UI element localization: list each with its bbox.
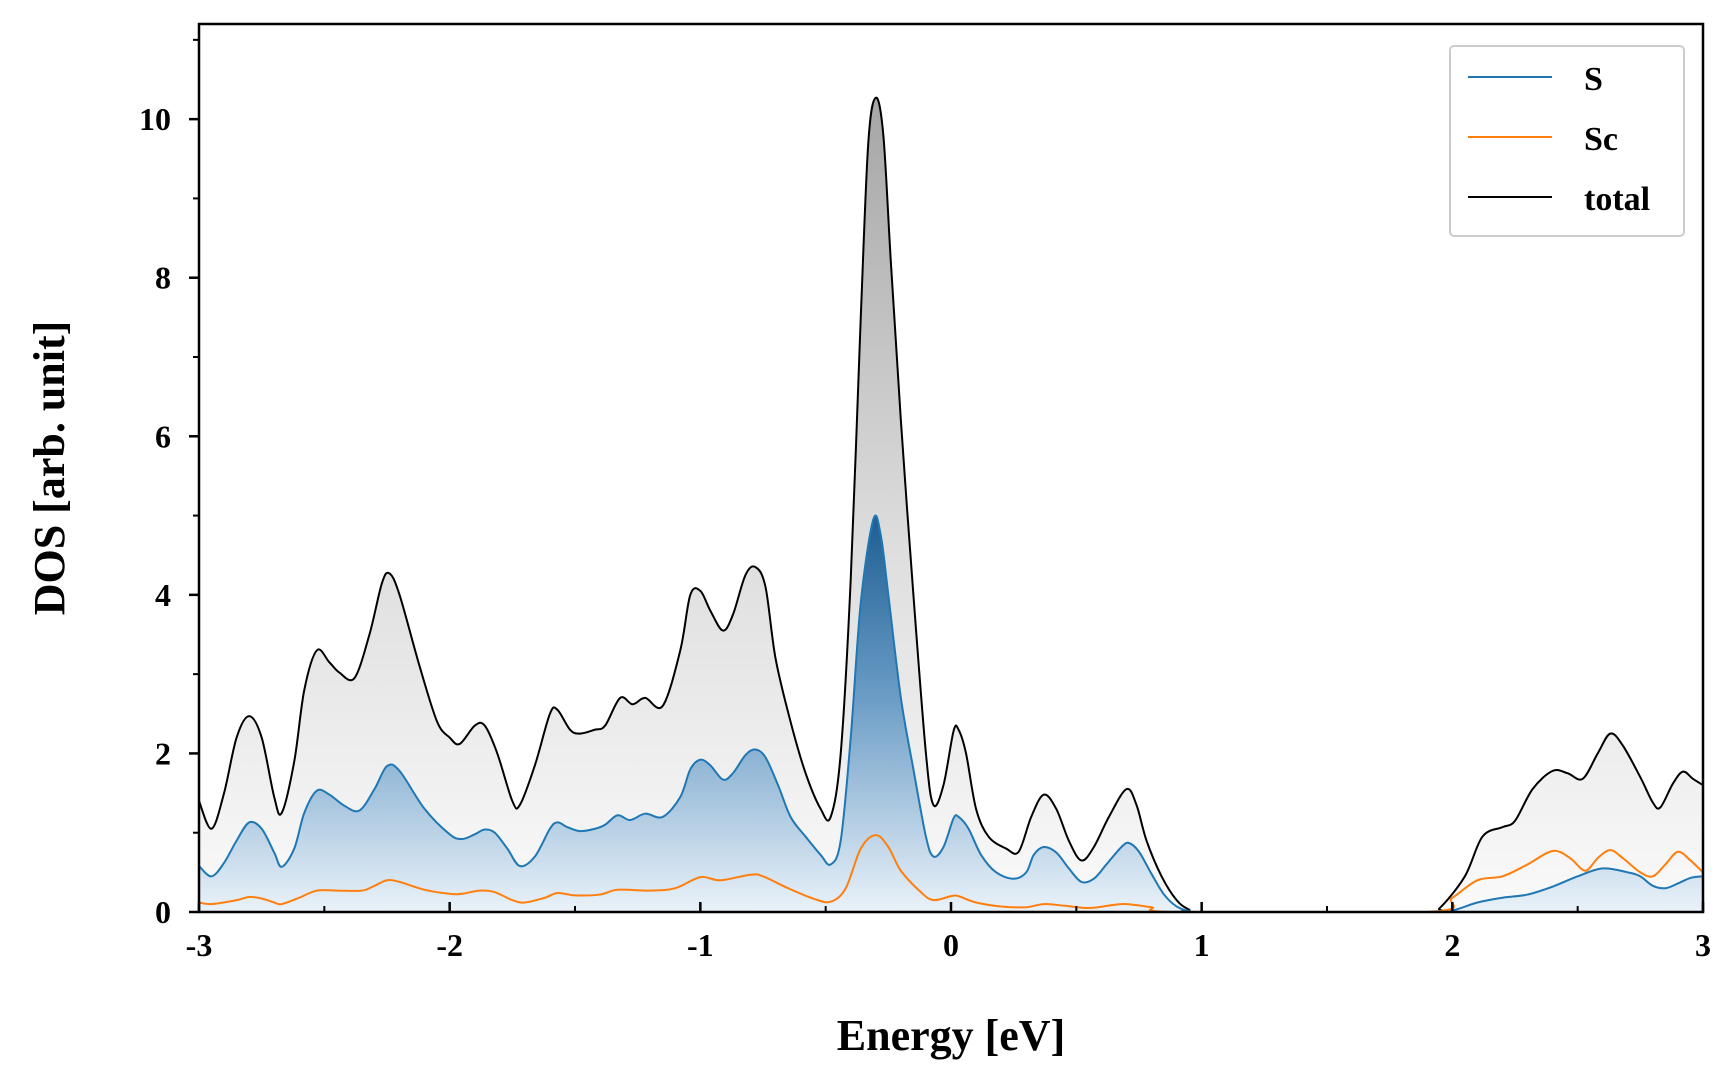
- x-axis-label: Energy [eV]: [837, 1011, 1066, 1060]
- y-tick-label: 10: [139, 101, 171, 137]
- y-tick-label: 6: [155, 418, 171, 454]
- x-tick-label: 2: [1444, 927, 1460, 963]
- legend: S Sc total: [1449, 45, 1685, 237]
- x-tick-label: -1: [687, 927, 714, 963]
- y-tick-label: 2: [155, 735, 171, 771]
- legend-box: [1449, 45, 1685, 237]
- y-tick-label: 0: [155, 894, 171, 930]
- y-axis-label: DOS [arb. unit]: [25, 321, 74, 616]
- x-tick-label: -3: [186, 927, 213, 963]
- y-tick-label: 8: [155, 260, 171, 296]
- legend-label-s: S: [1584, 61, 1603, 98]
- x-tick-label: 0: [943, 927, 959, 963]
- x-tick-label: -2: [436, 927, 463, 963]
- y-tick-label: 4: [155, 577, 171, 613]
- legend-label-sc: Sc: [1584, 121, 1618, 158]
- legend-label-total: total: [1584, 181, 1650, 218]
- x-tick-label: 3: [1695, 927, 1711, 963]
- series-line-total: [199, 96, 1703, 912]
- x-tick-label: 1: [1194, 927, 1210, 963]
- y-axis: 0 2 4 6 8 10: [139, 38, 199, 930]
- s-area-fill: [199, 515, 1703, 912]
- series-line-sc: [199, 834, 1703, 912]
- x-axis: -3 -2 -1 0 1 2 3: [186, 902, 1711, 963]
